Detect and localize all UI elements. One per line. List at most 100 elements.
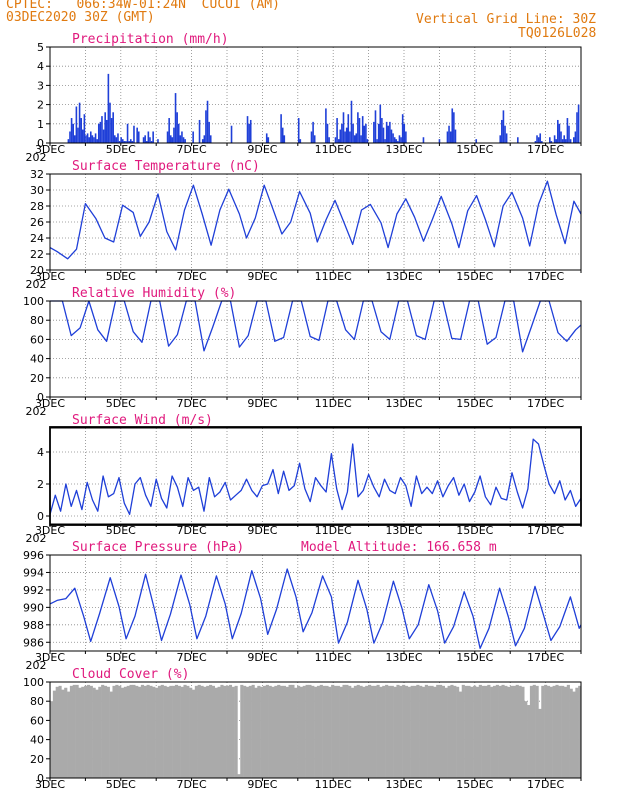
cloud-bar: [311, 685, 315, 778]
cloud-bar: [262, 685, 267, 778]
cloud-bar: [160, 684, 164, 778]
x-tick-label: 11DEC: [315, 524, 352, 537]
y-tick-label: 20: [30, 264, 44, 277]
precip-bar: [561, 139, 564, 143]
cloud-bar: [277, 684, 281, 778]
precip-bar: [101, 116, 103, 143]
precip-bar: [438, 139, 441, 143]
plot-frame: [49, 173, 582, 271]
cloud-bar: [453, 685, 457, 778]
precip-bar: [558, 123, 561, 143]
x-tick-label: 15DEC: [456, 524, 493, 537]
precip-bar: [93, 137, 95, 143]
cloud-bar: [231, 686, 235, 778]
x-tick-label: 9DEC: [247, 524, 277, 537]
year-stub: 202: [26, 151, 47, 164]
cloud-bar: [518, 685, 522, 778]
precip-bar: [312, 121, 314, 143]
precip-bar: [361, 116, 364, 143]
cloud-bar: [495, 684, 499, 778]
cloud-bar: [157, 685, 162, 778]
temp-series-line: [49, 180, 582, 260]
precip-bar: [453, 112, 455, 143]
y-tick-label: 40: [30, 353, 44, 366]
x-tick-label: 11DEC: [315, 778, 352, 791]
y-tick-label: 80: [30, 695, 44, 708]
cloud-bar: [419, 685, 423, 778]
cloud-bar: [123, 686, 127, 778]
precip-bar: [565, 139, 567, 143]
precip-bar: [357, 112, 359, 143]
cloud-bar: [362, 686, 366, 778]
precip-bar: [83, 114, 86, 143]
precip-bar: [94, 133, 97, 143]
x-tick-label: 17DEC: [527, 524, 564, 537]
cloud-bar: [427, 685, 431, 778]
cloud-bar: [467, 685, 471, 778]
precip-bar: [574, 131, 577, 143]
precip-bar: [499, 135, 502, 143]
y-tick-label: 40: [30, 734, 44, 747]
cloud-bar: [61, 689, 65, 778]
precip-bar: [208, 121, 210, 143]
y-tick-label: 22: [30, 248, 44, 261]
x-tick-label: 7DEC: [177, 778, 207, 791]
precip-bar: [168, 118, 170, 143]
cloud-bar: [194, 685, 198, 778]
cloud-bar: [257, 685, 261, 778]
plot-frame: [49, 554, 582, 652]
precip-bar: [67, 139, 70, 143]
x-tick-label: 13DEC: [385, 397, 422, 410]
cloud-bar: [436, 684, 440, 778]
precip-bar: [131, 141, 134, 143]
precip-bar: [198, 119, 201, 143]
y-tick-label: 986: [23, 636, 44, 649]
precip-bar: [144, 135, 146, 143]
precip-bar: [173, 127, 175, 143]
precip-bar: [555, 139, 558, 143]
y-tick-label: 4: [37, 446, 44, 459]
precip-bar: [382, 127, 385, 143]
x-tick-label: 3DEC: [35, 524, 65, 537]
cloud-bar: [331, 684, 335, 778]
precip-bar: [449, 131, 452, 143]
cloud-bar: [569, 688, 573, 778]
y-tick-label: 2: [37, 99, 44, 112]
precip-bar: [563, 135, 566, 143]
precip-bar: [192, 131, 194, 143]
precip-bar: [174, 93, 177, 143]
cloud-bar: [538, 708, 542, 778]
x-tick-label: 11DEC: [315, 651, 352, 664]
precip-bar: [110, 118, 113, 143]
cloud-bar: [507, 686, 511, 778]
precip-bar: [152, 131, 154, 143]
cloud-bar: [268, 685, 272, 778]
cloud-bar: [319, 684, 323, 778]
precip-bar: [179, 135, 182, 143]
precip-bar: [373, 121, 375, 143]
cloud-bar: [112, 685, 116, 778]
x-tick-label: 15DEC: [456, 143, 493, 156]
cloud-bar: [220, 684, 224, 778]
precip-bar: [133, 125, 135, 143]
precip-bar: [475, 139, 478, 143]
cloud-bar: [529, 685, 534, 778]
cloud-bar: [373, 685, 377, 778]
precip-bar: [166, 131, 169, 143]
precip-bar: [347, 114, 350, 143]
cloud-bar: [297, 685, 301, 778]
cloud-bar: [163, 685, 167, 778]
wind-series-line: [49, 438, 582, 516]
cloud-bar: [316, 685, 321, 778]
precip-bar: [339, 129, 342, 143]
cloud-bar: [302, 685, 306, 778]
plot-frame-bold: [49, 426, 582, 526]
precip-bar: [395, 139, 398, 143]
x-tick-label: 3DEC: [35, 270, 65, 283]
precip-bar: [504, 125, 506, 143]
cloud-bar: [58, 685, 62, 778]
precip-bar: [344, 131, 346, 143]
cloud-bar: [106, 686, 110, 778]
cloud-bar: [382, 685, 386, 778]
x-tick-label: 7DEC: [177, 270, 207, 283]
